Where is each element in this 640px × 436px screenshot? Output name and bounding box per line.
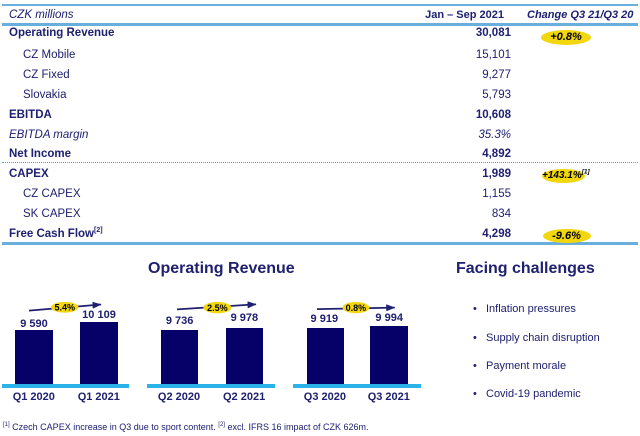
svg-text:5.4%: 5.4%	[54, 303, 75, 313]
svg-text:0.8%: 0.8%	[346, 303, 367, 313]
svg-text:2.5%: 2.5%	[207, 303, 228, 313]
